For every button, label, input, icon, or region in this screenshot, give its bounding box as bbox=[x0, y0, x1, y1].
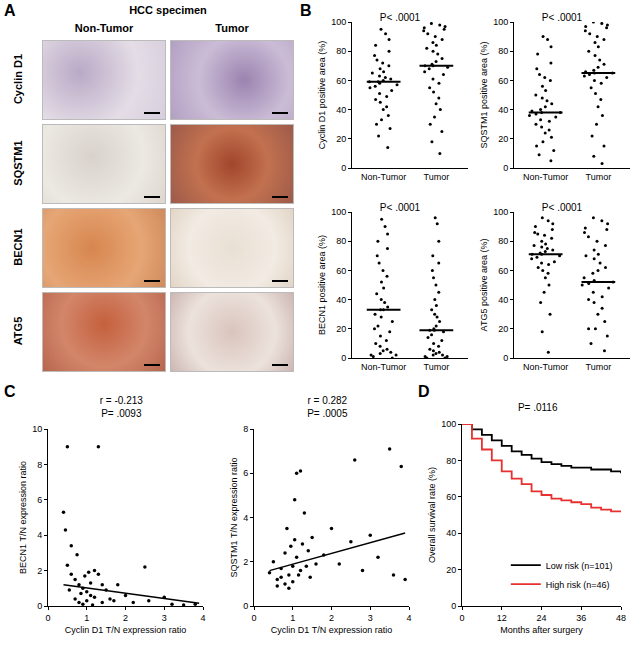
svg-text:Months after surgery: Months after surgery bbox=[500, 625, 583, 635]
svg-text:80: 80 bbox=[336, 46, 346, 56]
svg-text:Tumor: Tumor bbox=[424, 362, 450, 372]
svg-text:0: 0 bbox=[251, 613, 256, 623]
svg-text:0: 0 bbox=[37, 601, 42, 611]
svg-text:4: 4 bbox=[200, 613, 205, 623]
svg-text:2: 2 bbox=[329, 613, 334, 623]
svg-text:60: 60 bbox=[498, 266, 508, 276]
svg-text:12: 12 bbox=[497, 613, 507, 623]
svg-text:Tumor: Tumor bbox=[586, 362, 612, 372]
svg-text:Non-Tumor: Non-Tumor bbox=[523, 362, 568, 372]
svg-text:4: 4 bbox=[243, 513, 248, 523]
svg-text:4: 4 bbox=[37, 530, 42, 540]
svg-text:20: 20 bbox=[498, 324, 508, 334]
html-text:A: A bbox=[4, 2, 16, 19]
svg-text:1: 1 bbox=[290, 613, 295, 623]
svg-text:100: 100 bbox=[331, 17, 346, 27]
svg-text:40: 40 bbox=[336, 295, 346, 305]
svg-text:P< .0001: P< .0001 bbox=[542, 12, 583, 23]
svg-text:P< .0001: P< .0001 bbox=[380, 12, 421, 23]
html-text:Tumor: Tumor bbox=[215, 22, 249, 34]
svg-text:20: 20 bbox=[498, 134, 508, 144]
svg-text:BECN1 positive area (%): BECN1 positive area (%) bbox=[317, 235, 327, 335]
svg-text:Low risk (n=101): Low risk (n=101) bbox=[546, 561, 613, 571]
svg-text:80: 80 bbox=[446, 456, 456, 466]
svg-text:40: 40 bbox=[446, 528, 456, 538]
svg-text:10: 10 bbox=[32, 424, 42, 434]
svg-text:3: 3 bbox=[162, 613, 167, 623]
svg-text:0: 0 bbox=[243, 601, 248, 611]
svg-text:2: 2 bbox=[123, 613, 128, 623]
html-text:Non-Tumor: Non-Tumor bbox=[74, 22, 134, 34]
svg-text:48: 48 bbox=[616, 613, 626, 623]
html-text:Cyclin D1: Cyclin D1 bbox=[12, 53, 24, 105]
svg-text:0: 0 bbox=[45, 613, 50, 623]
svg-text:Non-Tumor: Non-Tumor bbox=[361, 172, 406, 182]
svg-text:36: 36 bbox=[576, 613, 586, 623]
svg-text:6: 6 bbox=[37, 495, 42, 505]
svg-text:Non-Tumor: Non-Tumor bbox=[361, 362, 406, 372]
svg-text:0: 0 bbox=[451, 601, 456, 611]
svg-text:40: 40 bbox=[498, 295, 508, 305]
html-text:C: C bbox=[4, 383, 16, 400]
svg-text:SQSTM1 positive area (%): SQSTM1 positive area (%) bbox=[479, 41, 489, 148]
svg-text:Tumor: Tumor bbox=[424, 172, 450, 182]
svg-text:Cyclin D1 T/N expression ratio: Cyclin D1 T/N expression ratio bbox=[65, 625, 186, 635]
svg-text:3: 3 bbox=[368, 613, 373, 623]
svg-text:1: 1 bbox=[84, 613, 89, 623]
svg-text:r = 0.282P= .0005: r = 0.282P= .0005 bbox=[307, 395, 348, 419]
html-text:D: D bbox=[418, 383, 430, 400]
svg-text:20: 20 bbox=[336, 134, 346, 144]
html-text:SQSTM1: SQSTM1 bbox=[12, 140, 24, 186]
svg-text:24: 24 bbox=[536, 613, 546, 623]
svg-text:60: 60 bbox=[336, 76, 346, 86]
html-text:BECN1: BECN1 bbox=[12, 228, 24, 266]
svg-text:High risk (n=46): High risk (n=46) bbox=[546, 580, 610, 590]
svg-text:40: 40 bbox=[336, 105, 346, 115]
svg-text:Overall survival rate (%): Overall survival rate (%) bbox=[427, 467, 437, 563]
svg-text:60: 60 bbox=[446, 492, 456, 502]
svg-text:8: 8 bbox=[37, 460, 42, 470]
svg-text:BECN1 T/N expression ratio: BECN1 T/N expression ratio bbox=[18, 461, 28, 574]
svg-text:100: 100 bbox=[493, 17, 508, 27]
html-text:HCC specimen: HCC specimen bbox=[129, 4, 207, 16]
svg-text:Cyclin D1 T/N expression ratio: Cyclin D1 T/N expression ratio bbox=[271, 625, 392, 635]
svg-text:P< .0001: P< .0001 bbox=[542, 202, 583, 213]
svg-text:2: 2 bbox=[37, 566, 42, 576]
svg-text:20: 20 bbox=[446, 565, 456, 575]
svg-text:Tumor: Tumor bbox=[586, 172, 612, 182]
svg-text:0: 0 bbox=[459, 613, 464, 623]
svg-text:100: 100 bbox=[441, 419, 456, 429]
svg-text:60: 60 bbox=[498, 76, 508, 86]
svg-text:4: 4 bbox=[406, 613, 411, 623]
svg-text:P= .0116: P= .0116 bbox=[518, 402, 558, 413]
svg-text:80: 80 bbox=[498, 46, 508, 56]
svg-text:0: 0 bbox=[503, 353, 508, 363]
svg-text:SQSTM1 T/N expression ratio: SQSTM1 T/N expression ratio bbox=[229, 458, 239, 578]
svg-text:100: 100 bbox=[331, 207, 346, 217]
svg-text:0: 0 bbox=[341, 353, 346, 363]
svg-text:40: 40 bbox=[498, 105, 508, 115]
svg-text:2: 2 bbox=[243, 557, 248, 567]
svg-text:6: 6 bbox=[243, 468, 248, 478]
svg-text:100: 100 bbox=[493, 207, 508, 217]
svg-text:80: 80 bbox=[336, 236, 346, 246]
html-text:ATG5: ATG5 bbox=[12, 316, 24, 346]
svg-text:r = -0.213P= .0093: r = -0.213P= .0093 bbox=[100, 395, 144, 419]
svg-text:P< .0001: P< .0001 bbox=[380, 202, 421, 213]
html-text:B: B bbox=[300, 2, 312, 19]
svg-text:Cyclin D1 positive area (%): Cyclin D1 positive area (%) bbox=[317, 41, 327, 150]
svg-text:ATG5 positive area (%): ATG5 positive area (%) bbox=[479, 239, 489, 332]
svg-text:20: 20 bbox=[336, 324, 346, 334]
svg-text:0: 0 bbox=[341, 163, 346, 173]
svg-text:0: 0 bbox=[503, 163, 508, 173]
svg-text:60: 60 bbox=[336, 266, 346, 276]
svg-text:Non-Tumor: Non-Tumor bbox=[523, 172, 568, 182]
svg-text:80: 80 bbox=[498, 236, 508, 246]
svg-text:8: 8 bbox=[243, 424, 248, 434]
